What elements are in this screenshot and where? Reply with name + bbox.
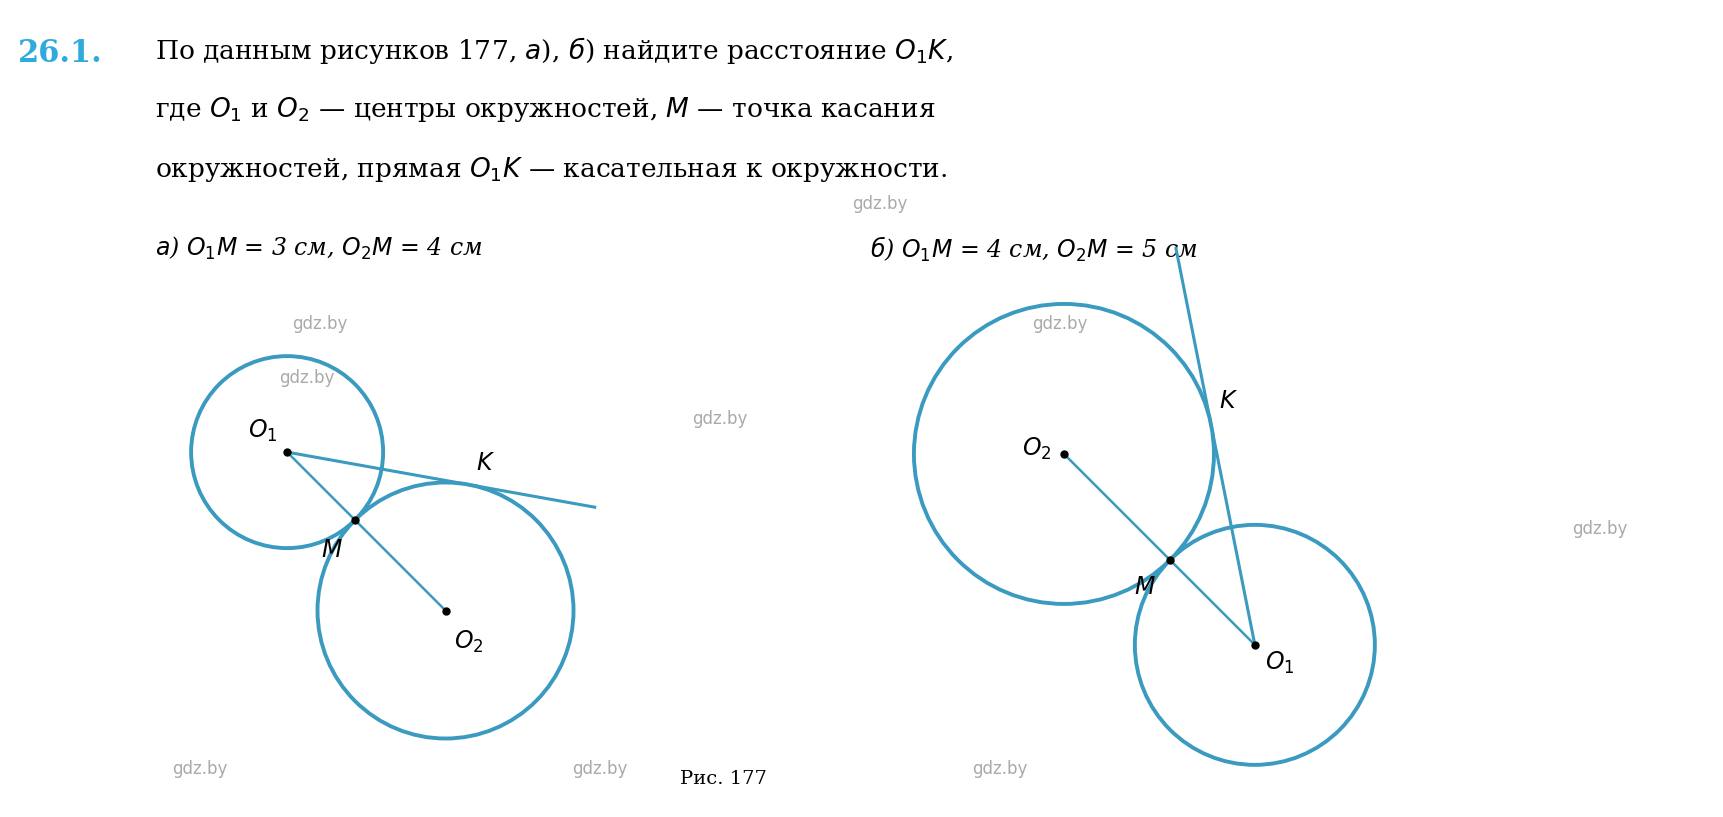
Text: gdz.by: gdz.by <box>1032 315 1087 333</box>
Text: $а$) $O_1M$ = 3 см, $O_2M$ = 4 см: $а$) $O_1M$ = 3 см, $O_2M$ = 4 см <box>155 235 482 262</box>
Text: $M$: $M$ <box>320 538 343 562</box>
Text: 26.1.: 26.1. <box>17 38 103 69</box>
Text: gdz.by: gdz.by <box>1573 520 1628 538</box>
Text: $K$: $K$ <box>1220 389 1239 413</box>
Text: где $O_1$ и $O_2$ — центры окружностей, $M$ — точка касания: где $O_1$ и $O_2$ — центры окружностей, … <box>155 95 936 124</box>
Text: gdz.by: gdz.by <box>279 369 334 387</box>
Text: $K$: $K$ <box>476 450 495 475</box>
Text: $O_1$: $O_1$ <box>1265 650 1294 676</box>
Text: Рис. 177: Рис. 177 <box>681 770 767 788</box>
Text: gdz.by: gdz.by <box>693 410 748 428</box>
Text: gdz.by: gdz.by <box>853 195 908 213</box>
Text: $O_1$: $O_1$ <box>248 418 277 444</box>
Text: окружностей, прямая $O_1K$ — касательная к окружности.: окружностей, прямая $O_1K$ — касательная… <box>155 155 948 184</box>
Text: gdz.by: gdz.by <box>572 760 627 778</box>
Text: gdz.by: gdz.by <box>293 315 348 333</box>
Text: $O_2$: $O_2$ <box>453 628 482 654</box>
Text: gdz.by: gdz.by <box>172 760 227 778</box>
Text: gdz.by: gdz.by <box>972 760 1027 778</box>
Text: По данным рисунков 177, $а$), $б$) найдите расстояние $O_1K$,: По данным рисунков 177, $а$), $б$) найди… <box>155 35 953 66</box>
Text: $O_2$: $O_2$ <box>1022 435 1053 462</box>
Text: $M$: $M$ <box>1134 575 1156 599</box>
Text: $б$) $O_1M$ = 4 см, $O_2M$ = 5 см: $б$) $O_1M$ = 4 см, $O_2M$ = 5 см <box>870 235 1197 264</box>
